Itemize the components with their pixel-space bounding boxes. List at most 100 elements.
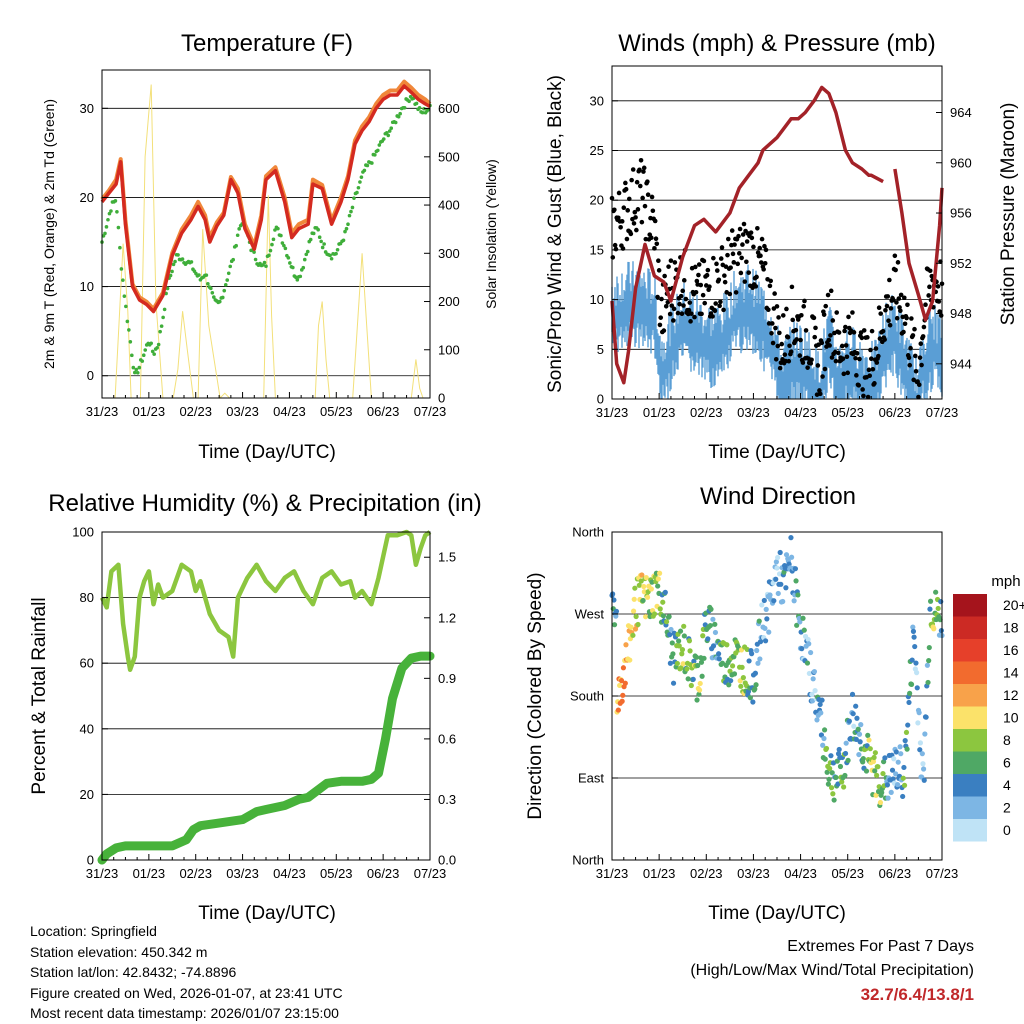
humidity-panel: Relative Humidity (%) & Precipitation (i…	[29, 490, 482, 924]
dewpoint-point	[407, 99, 411, 104]
wind-direction-point	[910, 624, 916, 630]
wind-gust-point	[711, 255, 716, 261]
wind-direction-point	[643, 614, 649, 620]
wind-gust-point	[655, 294, 660, 300]
wind-gust-point	[819, 340, 825, 346]
wind-gust-point	[853, 355, 858, 361]
wind-direction-point	[739, 664, 745, 670]
wind-direction-point	[762, 625, 768, 631]
wind-gust-point	[645, 192, 651, 198]
wind-direction-point	[863, 768, 870, 774]
wind-direction-point	[747, 695, 753, 701]
wind-direction-point	[877, 799, 884, 806]
wind-gust-point	[876, 305, 882, 311]
wind-direction-point	[812, 688, 818, 694]
wind-direction-point	[856, 731, 863, 737]
wind-gust-point	[859, 335, 865, 341]
dewpoint-point	[134, 367, 139, 372]
wind-gust-point	[736, 233, 741, 239]
wind-direction-point	[681, 623, 687, 629]
wind-direction-point	[655, 576, 661, 582]
wind-gust-point	[718, 299, 723, 305]
wind-gust-point	[719, 245, 725, 250]
wind-direction-point	[632, 585, 638, 591]
wind-gust-point	[794, 337, 799, 342]
dewpoint-point	[113, 199, 118, 203]
dewpoint-point	[204, 273, 209, 277]
wind-gust-point	[668, 258, 674, 263]
x-tick-label: 07/23	[414, 866, 447, 881]
wind-gust-point	[927, 268, 933, 274]
wind-gust-point	[693, 289, 699, 295]
dewpoint-point	[180, 257, 185, 261]
x-tick-label: 06/23	[879, 866, 912, 881]
wind-gust-point	[729, 228, 735, 233]
wind-direction-point	[681, 633, 687, 639]
dewpoint-point	[398, 111, 402, 116]
temperature-title: Temperature (F)	[181, 30, 353, 57]
wind-direction-point	[636, 582, 642, 588]
wind-direction-point	[651, 611, 658, 617]
wind-gust-point	[798, 337, 803, 343]
x-tick-label: 05/23	[831, 405, 864, 420]
wind-direction-point	[788, 534, 794, 541]
wind-gust-point	[937, 309, 942, 314]
dewpoint-point	[335, 247, 340, 252]
dewpoint-point	[329, 256, 334, 261]
wind-direction-point	[901, 782, 908, 788]
wind-gust-point	[740, 232, 746, 237]
wind-direction-point	[753, 682, 759, 688]
dewpoint-point	[346, 222, 350, 227]
wind-direction-point	[618, 678, 625, 684]
wind-direction-point	[814, 717, 820, 723]
station-info: Location: Springfield Station elevation:…	[30, 921, 343, 1024]
humidity-title: Relative Humidity (%) & Precipitation (i…	[48, 490, 481, 517]
wind-direction-point	[809, 691, 815, 697]
dewpoint-point	[358, 180, 362, 184]
wind-gust-point	[744, 259, 749, 265]
wind-direction-point	[824, 769, 830, 775]
dewpoint-point	[130, 353, 134, 358]
wind-direction-point	[806, 670, 812, 677]
wind-gust-point	[629, 177, 634, 183]
x-tick-label: 06/23	[879, 405, 912, 420]
dewpoint-point	[150, 349, 155, 354]
dewpoint-point	[118, 245, 122, 250]
temperature-ylabel-left: 2m & 9m T (Red, Orange) & 2m Td (Green)	[41, 99, 57, 369]
wind-direction-point	[640, 597, 646, 604]
x-tick-label: 01/23	[643, 866, 676, 881]
wind-gust-point	[704, 272, 710, 278]
wind-direction-point	[821, 735, 827, 742]
dewpoint-point	[226, 271, 231, 276]
dewpoint-point	[231, 257, 235, 262]
wind-gust-point	[612, 207, 617, 213]
dewpoint-point	[149, 341, 153, 346]
wind-direction-point	[710, 616, 716, 622]
wind-gust-point	[619, 219, 625, 224]
wind-gust-point	[759, 236, 765, 242]
wind-direction-point	[627, 657, 633, 663]
wind-gust-point	[731, 260, 737, 265]
wind-direction-point	[888, 789, 894, 795]
wind-direction-point	[783, 585, 789, 591]
wind-gust-point	[801, 304, 807, 309]
humidity-ylabel-left: Percent & Total Rainfall	[29, 597, 50, 794]
wind-gust-point	[754, 274, 759, 280]
wind-direction-point	[830, 791, 836, 797]
wind-direction-point	[707, 622, 713, 629]
x-tick-label: 06/23	[367, 866, 400, 881]
wind-gust-point	[670, 318, 676, 323]
x-tick-label: 03/23	[226, 866, 259, 881]
wind-gust-point	[868, 356, 874, 362]
wind-direction-point	[623, 642, 629, 648]
wind-direction-point	[916, 710, 922, 716]
dewpoint-point	[344, 226, 349, 231]
wind-gust-point	[877, 336, 883, 341]
wind-gust-point	[886, 318, 891, 324]
dewpoint-point	[402, 105, 407, 110]
wind-gust-point	[912, 326, 917, 332]
dewpoint-point	[322, 242, 326, 246]
wind-direction-panel: Wind Direction NorthWestSouthEastNorth31…	[525, 483, 1024, 924]
x-tick-label: 02/23	[179, 866, 212, 881]
dewpoint-point	[343, 229, 347, 234]
